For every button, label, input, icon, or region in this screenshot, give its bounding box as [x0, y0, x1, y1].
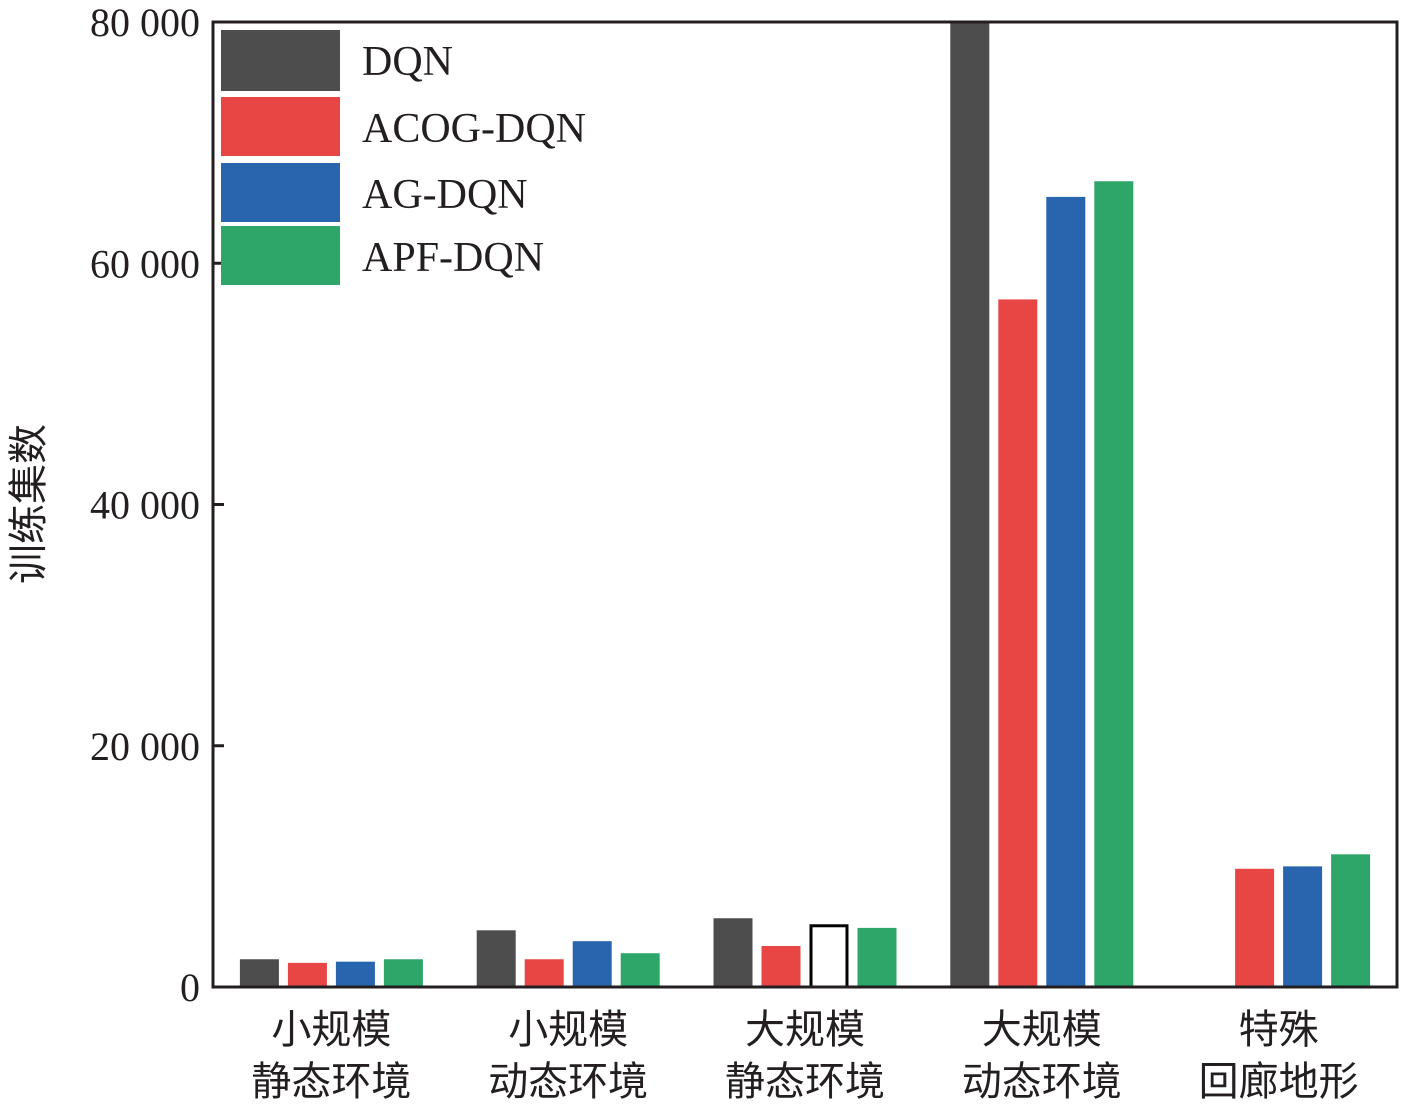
x-category-label: 动态环境: [962, 1059, 1122, 1105]
legend-swatch-ag-dqn: [221, 163, 340, 222]
bar-ag-dqn: [572, 941, 612, 987]
legend-label-acog-dqn: ACOG-DQN: [362, 106, 586, 152]
legend-swatch-apf-dqn: [221, 226, 340, 285]
bar-apf-dqn: [620, 953, 660, 987]
bar-dqn: [239, 959, 279, 987]
bar-acog-dqn: [761, 945, 801, 987]
y-tick-label: 20 000: [90, 724, 200, 769]
x-category-label: 大规模: [745, 1007, 865, 1053]
plot-frame: [211, 20, 1399, 989]
bar-dqn: [713, 918, 753, 987]
bar-ag-dqn: [335, 961, 375, 987]
bar-ag-dqn: [1283, 866, 1323, 987]
bar-ag-dqn: [1046, 196, 1086, 987]
y-axis-label: 训练集数: [6, 424, 52, 584]
y-tick-label: 60 000: [90, 241, 200, 286]
y-tick-label: 40 000: [90, 483, 200, 528]
bar-apf-dqn: [1331, 854, 1371, 987]
bar-dqn: [950, 22, 990, 987]
x-category-label: 小规模: [271, 1007, 391, 1053]
bar-acog-dqn: [524, 959, 564, 987]
y-tick-label: 0: [180, 965, 200, 1010]
bar-ag-dqn: [809, 924, 849, 989]
legend-label-dqn: DQN: [362, 39, 453, 85]
x-category-label: 回廊地形: [1199, 1059, 1359, 1105]
bar-apf-dqn: [1094, 181, 1134, 988]
bars-layer: [239, 22, 1371, 989]
bar-apf-dqn: [857, 927, 897, 987]
x-category-label: 动态环境: [488, 1059, 648, 1105]
x-category-label: 大规模: [982, 1007, 1102, 1053]
x-category-label: 静态环境: [725, 1059, 885, 1105]
x-category-label: 静态环境: [251, 1059, 411, 1105]
bar-acog-dqn: [1235, 868, 1275, 987]
x-category-label: 特殊: [1239, 1007, 1319, 1053]
y-axis: 0 20 000 40 000 60 000 80 000: [90, 0, 224, 1010]
legend-swatch-dqn: [221, 30, 340, 91]
bar-apf-dqn: [383, 959, 423, 987]
y-tick-label: 80 000: [90, 0, 200, 45]
x-category-label: 小规模: [508, 1007, 628, 1053]
bar-acog-dqn: [287, 962, 327, 987]
legend: DQN ACOG-DQN AG-DQN APF-DQN: [221, 30, 586, 285]
legend-label-ag-dqn: AG-DQN: [362, 172, 528, 218]
bar-acog-dqn: [998, 299, 1038, 987]
bar-dqn: [476, 930, 516, 987]
legend-swatch-acog-dqn: [221, 97, 340, 156]
legend-label-apf-dqn: APF-DQN: [362, 235, 544, 281]
